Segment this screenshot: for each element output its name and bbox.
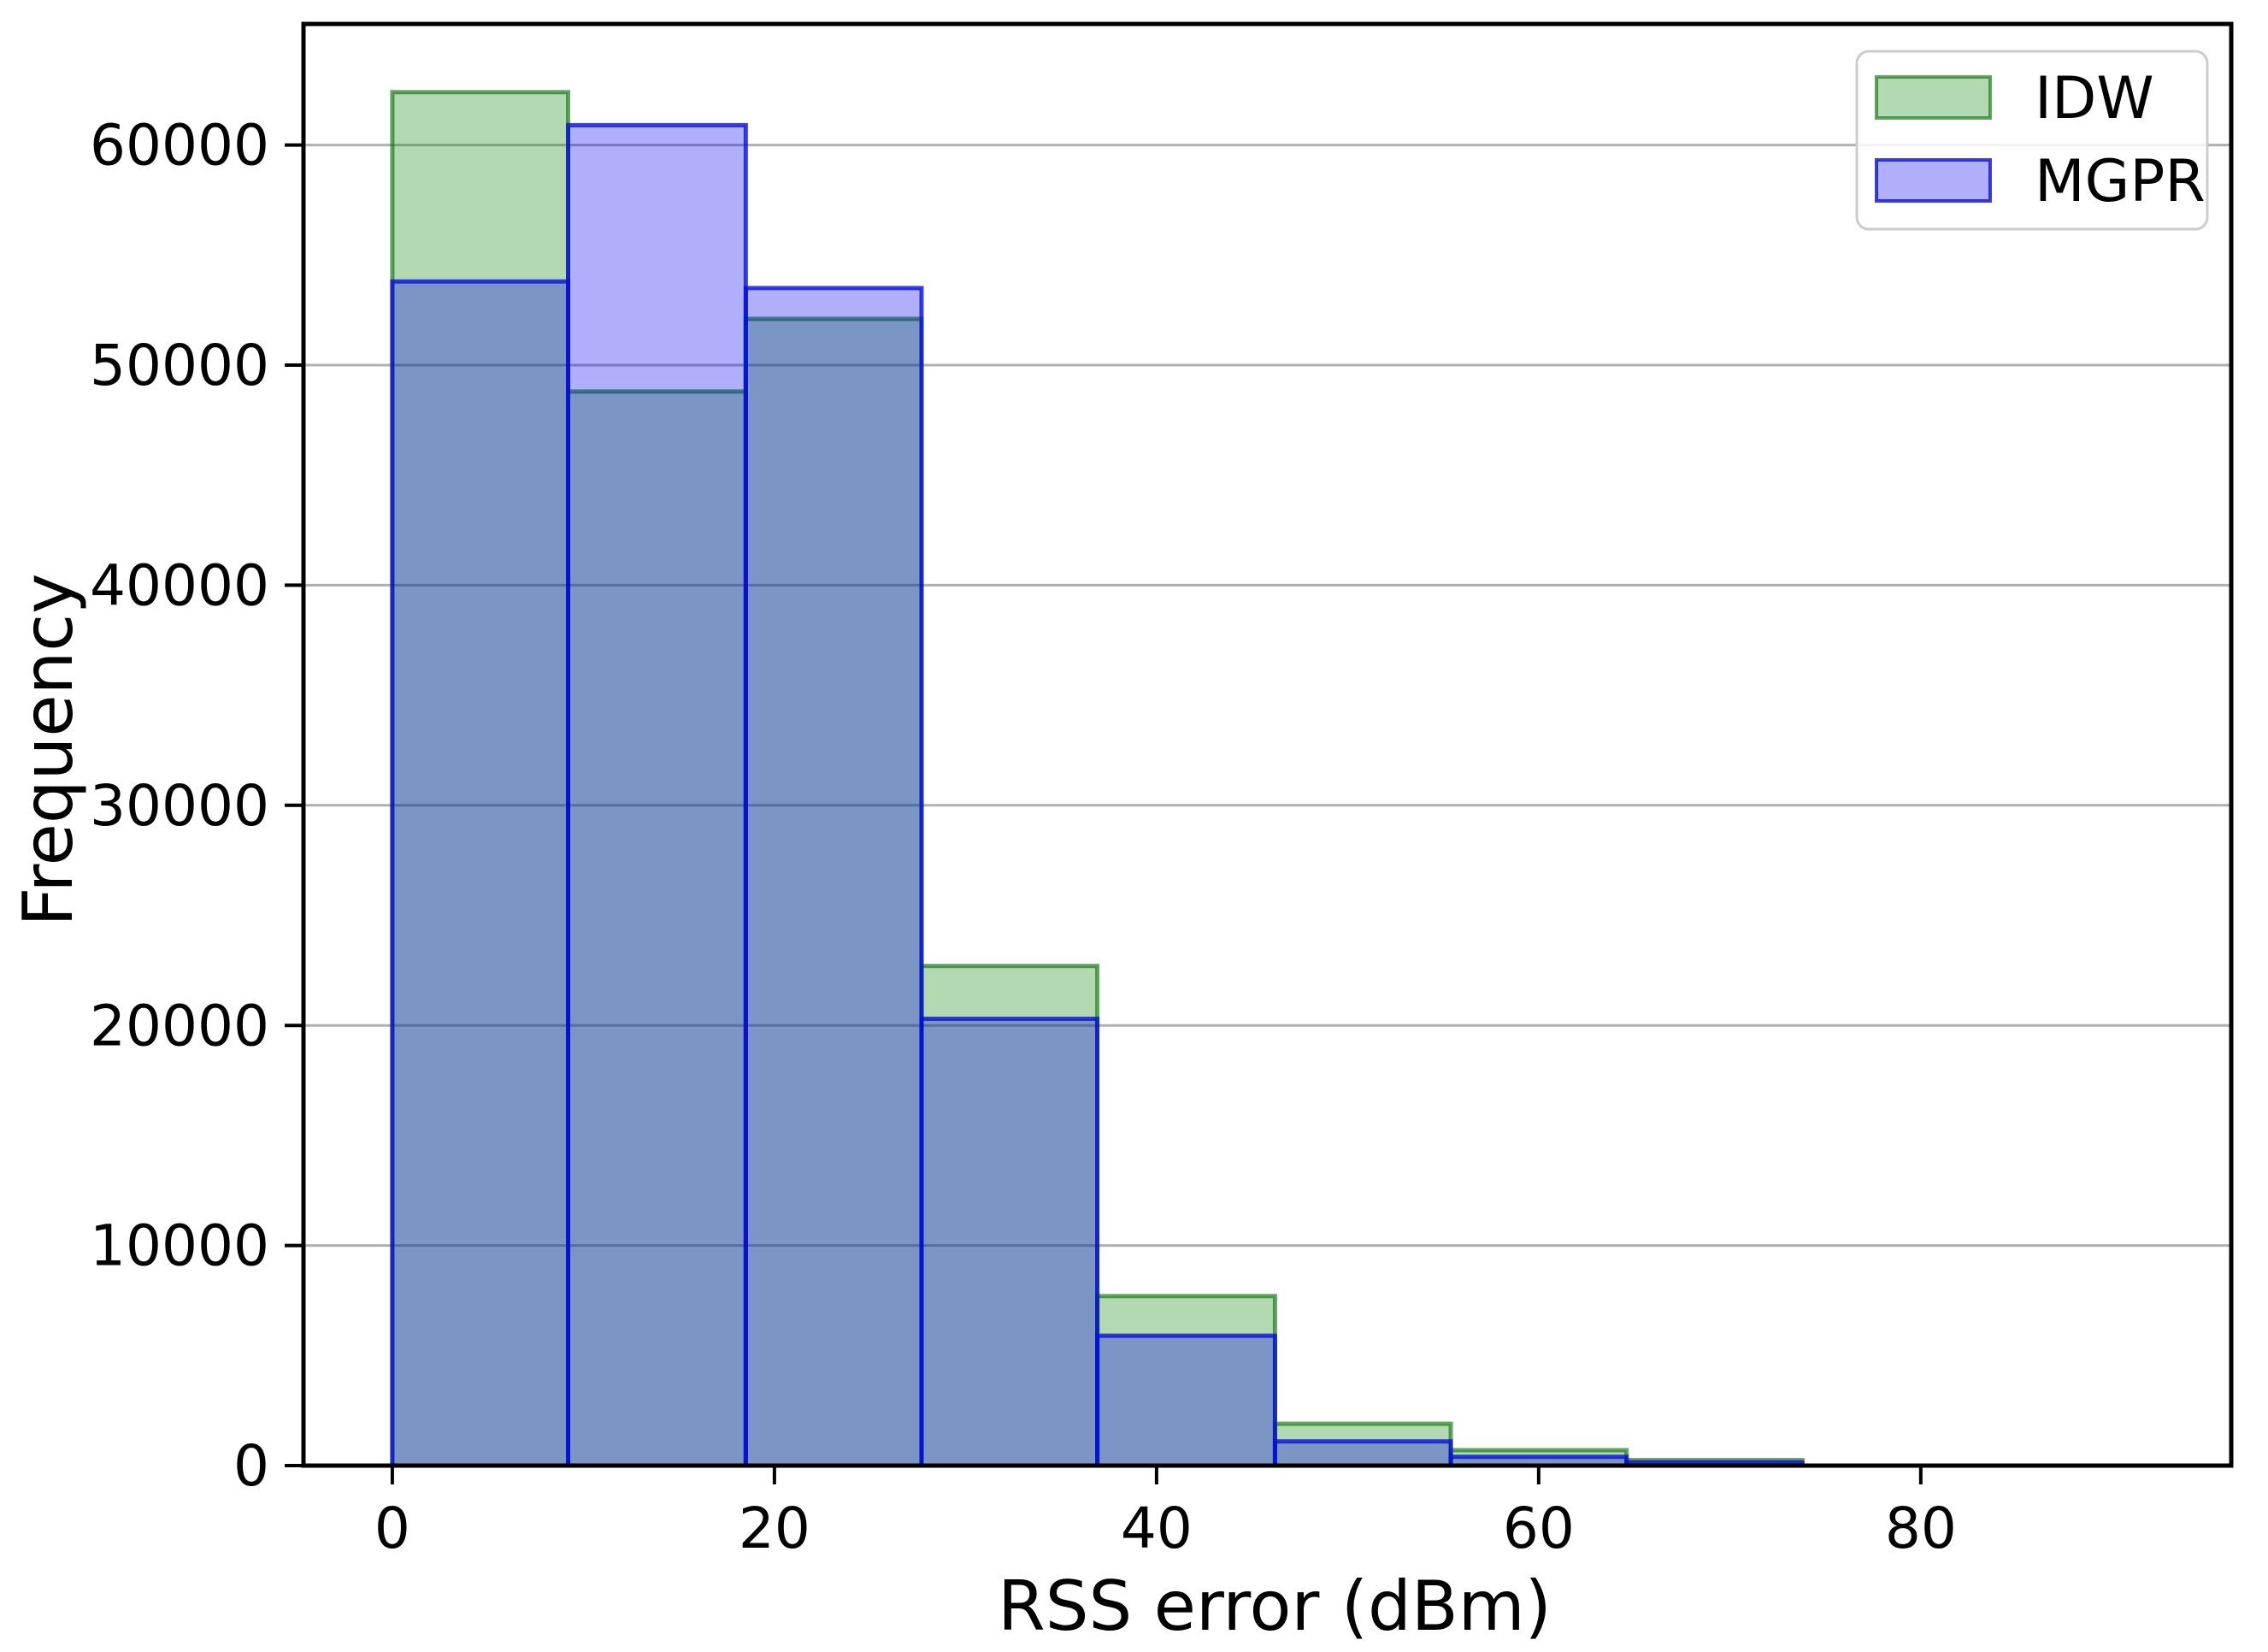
y-tick-label: 50000 [90,333,269,398]
legend-label-idw: IDW [2035,65,2154,133]
y-tick-label: 20000 [90,993,269,1059]
x-tick-label: 80 [1885,1496,1957,1561]
plot-border [301,21,2234,1468]
mgpr-bar [390,279,571,1468]
axes-spines [301,21,2234,1468]
x-tick-label: 40 [1121,1496,1193,1561]
x-tick-label: 0 [374,1496,410,1561]
legend-swatch-mgpr [1875,158,1992,203]
legend: IDW MGPR [1855,50,2209,231]
y-tick-label: 60000 [90,113,269,179]
y-axis: 0 10000 20000 30000 40000 50000 60000 [90,113,303,1499]
x-axis: 0 20 40 60 80 [374,1466,1957,1561]
legend-swatch-idw [1875,75,1992,120]
x-tick-label: 60 [1503,1496,1575,1561]
y-tick-label: 30000 [90,773,269,839]
legend-label-mgpr: MGPR [2035,148,2206,215]
mgpr-bar [919,1016,1100,1468]
y-tick-label: 10000 [90,1213,269,1279]
bars-mgpr [390,122,1805,1468]
legend-box [1855,50,2209,231]
mgpr-bar [743,286,924,1468]
mgpr-bar [1272,1439,1453,1468]
y-tick-label: 0 [233,1433,269,1499]
mgpr-bar [1095,1333,1277,1468]
x-tick-label: 20 [739,1496,810,1561]
y-axis-label: Frequency [9,573,88,926]
y-tick-label: 40000 [90,552,269,618]
mgpr-bar [566,122,748,1468]
x-axis-label: RSS error (dBm) [998,1566,1552,1646]
